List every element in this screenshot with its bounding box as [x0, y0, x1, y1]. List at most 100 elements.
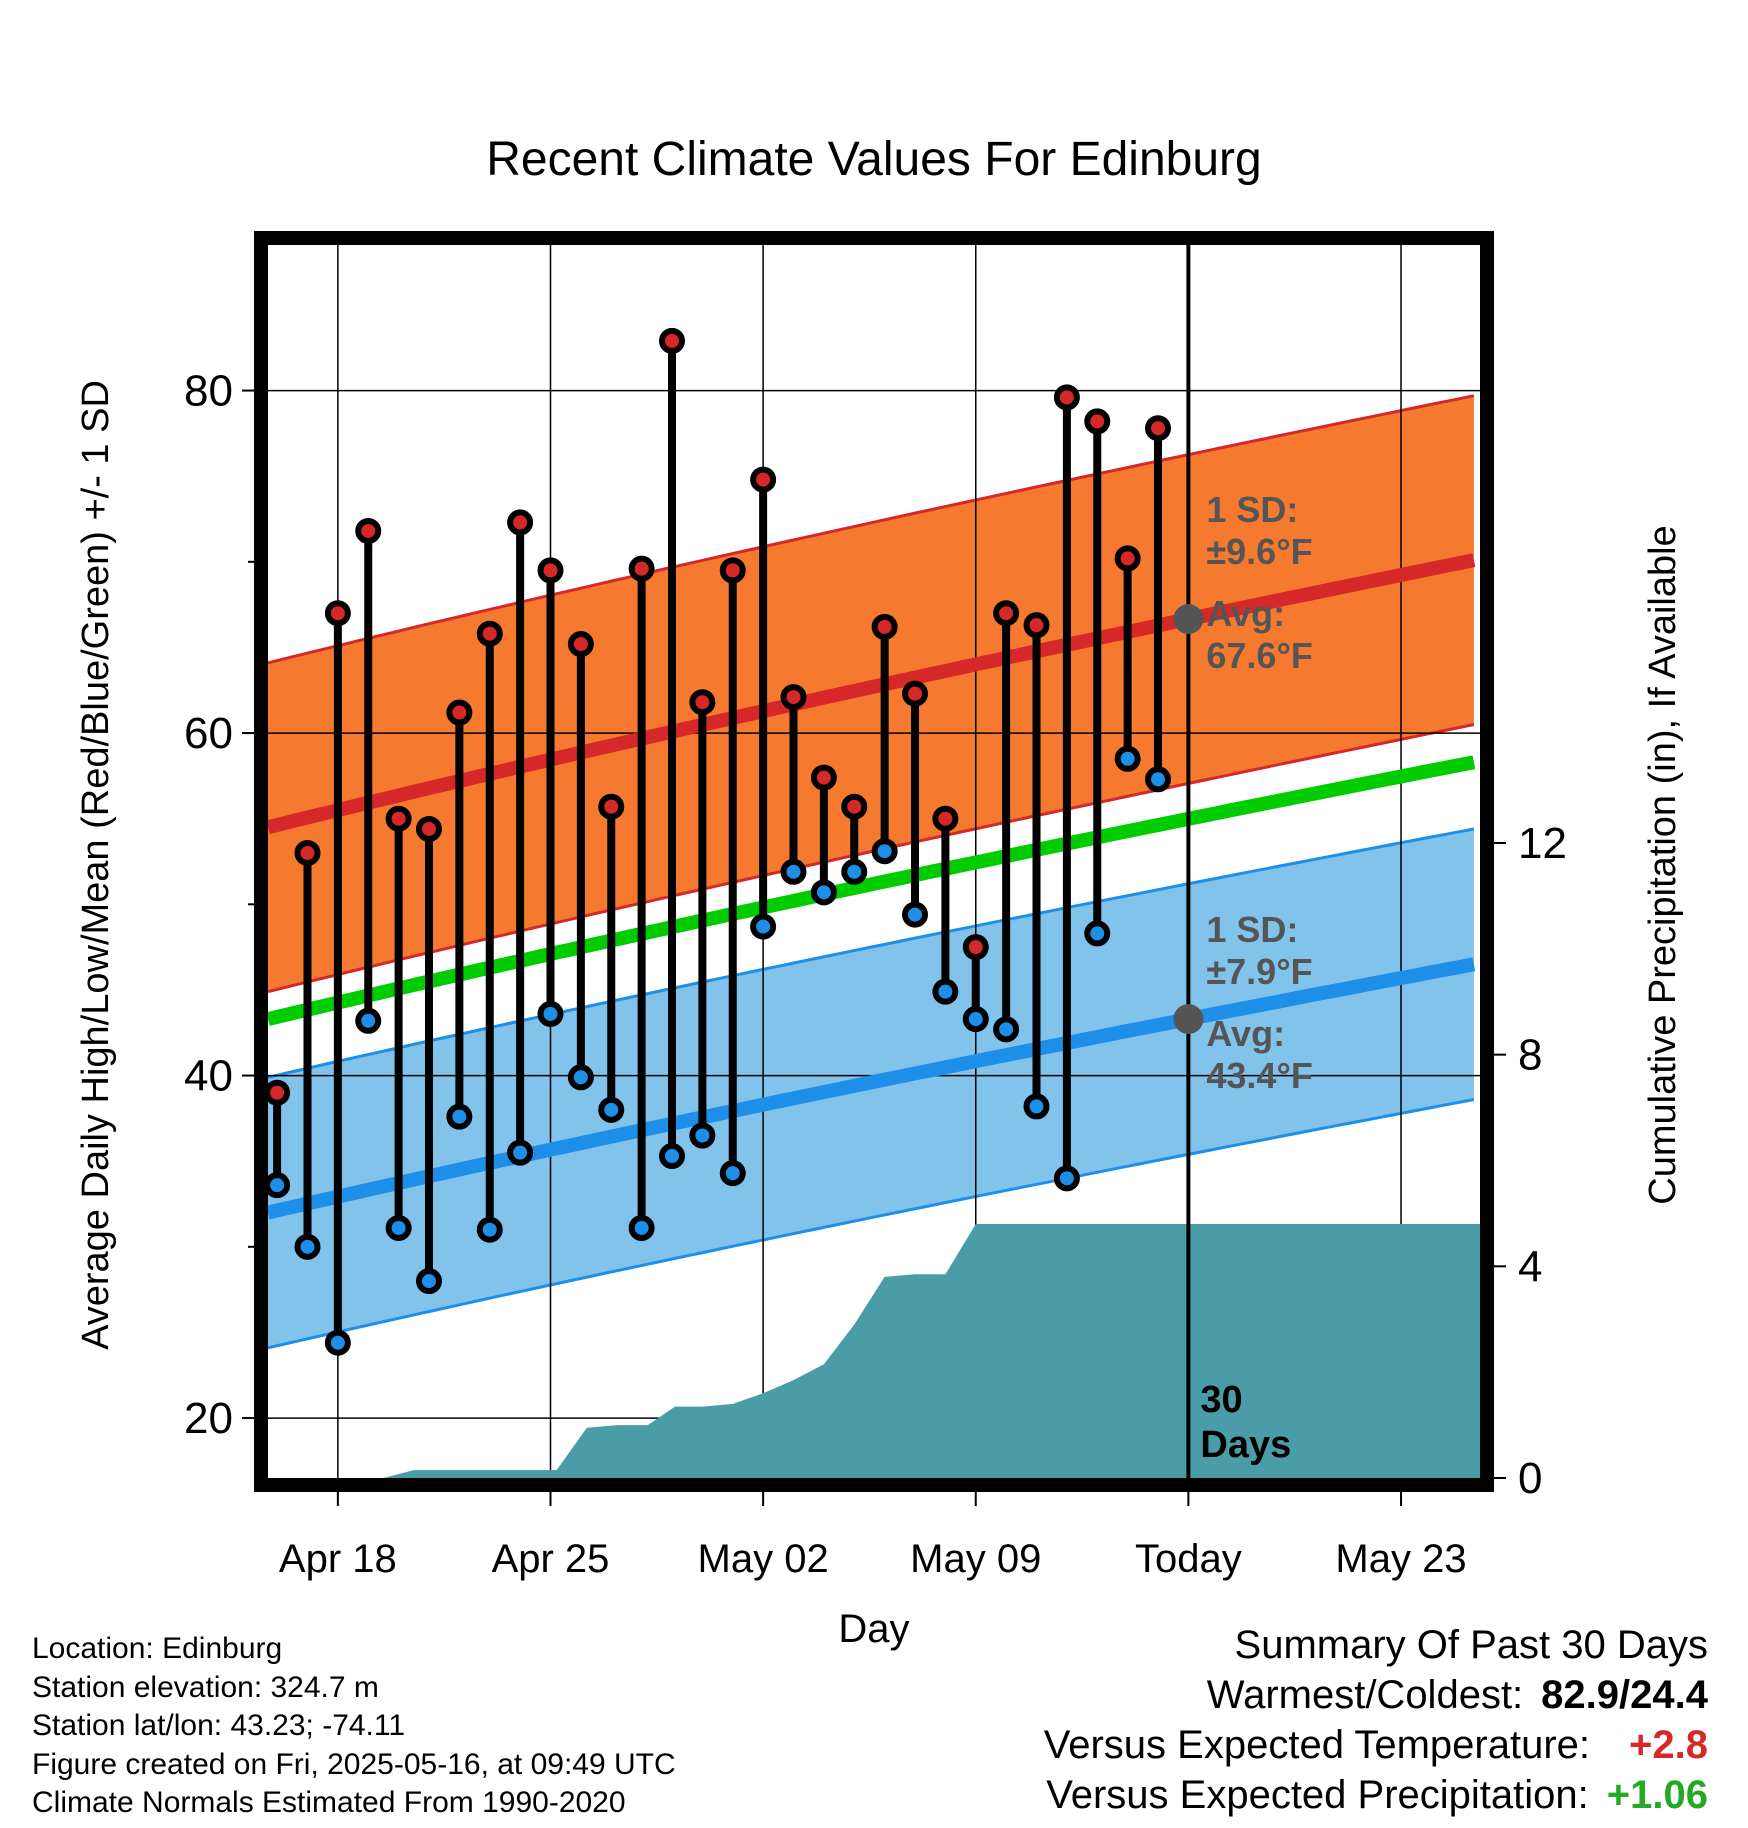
high-temp-point: [1114, 545, 1141, 572]
low-temp-point: [1053, 1165, 1080, 1192]
low-sd-upper-edge: [267, 827, 1475, 1079]
precip-label: Versus Expected Precipitation:: [1046, 1773, 1589, 1817]
x-tick-label: Apr 18: [279, 1537, 397, 1581]
low-temp-point: [628, 1214, 655, 1241]
low-temp-point: [719, 1160, 746, 1187]
high-temp-point: [355, 517, 382, 544]
y2-tick-label: 8: [1518, 1031, 1542, 1080]
high-sd-lower-edge: [267, 723, 1475, 994]
normals-text: Climate Normals Estimated From 1990-2020: [32, 1786, 626, 1819]
low-temp-point: [1023, 1093, 1050, 1120]
low-temp-point: [689, 1122, 716, 1149]
plot-frame: [254, 231, 1494, 1492]
normal-high-line: [266, 553, 1476, 835]
low-temp-point: [902, 901, 929, 928]
temp-label: Versus Expected Temperature:: [1043, 1723, 1590, 1767]
low-sd-value: ±7.9°F: [1206, 951, 1312, 992]
high-temp-point: [993, 600, 1020, 627]
high-temp-point: [1023, 612, 1050, 639]
low-temp-point: [385, 1214, 412, 1241]
low-temp-point: [567, 1064, 594, 1091]
low-temp-point: [962, 1006, 989, 1033]
summary-title: Summary Of Past 30 Days: [1234, 1623, 1708, 1667]
x-tick-label: May 09: [910, 1537, 1041, 1581]
normal-mean-line: [266, 755, 1476, 1026]
high-temp-point: [962, 934, 989, 961]
low-temp-point: [294, 1233, 321, 1260]
y-tick-label: 20: [184, 1394, 233, 1443]
low-temp-point: [507, 1139, 534, 1166]
low-sd-label: 1 SD:: [1206, 909, 1298, 950]
low-temp-point: [659, 1143, 685, 1170]
low-temp-point: [1114, 745, 1141, 772]
low-temp-point: [750, 913, 777, 940]
y-tick-label: 40: [184, 1052, 233, 1101]
high-sd-upper-edge: [267, 394, 1475, 665]
high-temp-point: [385, 805, 412, 832]
high-temp-point: [507, 509, 534, 536]
high-temp-point: [780, 684, 807, 711]
low-temp-point: [355, 1007, 382, 1034]
high-avg-value: 67.6°F: [1206, 635, 1312, 676]
station-info: Location: Edinburg Station elevation: 32…: [32, 1630, 676, 1823]
high-temp-point: [567, 631, 594, 658]
y2-tick-label: 0: [1518, 1454, 1542, 1503]
low-temp-point: [841, 858, 868, 885]
low-temp-point: [446, 1103, 473, 1130]
low-temp-point: [537, 1000, 564, 1027]
chart-title: Recent Climate Values For Edinburg: [486, 133, 1261, 186]
high-temp-point: [689, 689, 716, 716]
temp-value: +2.8: [1629, 1723, 1708, 1767]
low-avg-value: 43.4°F: [1206, 1055, 1312, 1096]
normal-low-line: [266, 957, 1476, 1220]
precip-value: +1.06: [1606, 1773, 1708, 1817]
high-avg-label: Avg:: [1206, 593, 1285, 634]
low-temp-point: [1145, 766, 1172, 793]
high-temp-point: [324, 600, 351, 627]
temp-row: Versus Expected Temperature: +2.8: [1044, 1720, 1708, 1770]
high-sd-label: 1 SD:: [1206, 489, 1298, 530]
y2-tick-label: 12: [1518, 819, 1567, 868]
high-temp-point: [1053, 384, 1080, 411]
y-axis-label: Average Daily High/Low/Mean (Red/Blue/Gr…: [75, 380, 117, 1350]
low-temp-point: [1084, 920, 1111, 947]
x-tick-label: Apr 25: [492, 1537, 610, 1581]
warm-cold-value: 82.9/24.4: [1541, 1673, 1708, 1717]
high-temp-point: [628, 555, 655, 582]
elevation-text: Station elevation: 324.7 m: [32, 1670, 379, 1704]
today-high-marker: [1173, 604, 1204, 635]
low-temp-point: [810, 879, 837, 906]
x-axis-label: Day: [838, 1607, 909, 1651]
low-avg-label: Avg:: [1206, 1013, 1285, 1054]
high-temp-point: [537, 557, 564, 584]
created-text: Figure created on Fri, 2025-05-16, at 09…: [32, 1747, 676, 1781]
y-tick-label: 80: [184, 367, 233, 416]
low-temp-point: [993, 1016, 1020, 1043]
low-temp-point: [598, 1096, 625, 1123]
high-temp-point: [841, 793, 868, 820]
today-low-marker: [1173, 1004, 1204, 1035]
low-temp-point: [932, 978, 959, 1005]
low-temp-point: [415, 1268, 442, 1295]
today-days-label: 30: [1200, 1379, 1242, 1421]
high-temp-point: [659, 327, 685, 354]
low-temp-point: [871, 838, 898, 865]
low-temp-point: [264, 1172, 291, 1199]
warm-cold-row: Warmest/Coldest: 82.9/24.4: [1044, 1670, 1708, 1720]
high-temp-point: [264, 1079, 291, 1106]
high-temp-point: [476, 620, 503, 647]
high-temp-point: [750, 466, 777, 493]
low-temp-point: [780, 858, 807, 885]
high-sd-value: ±9.6°F: [1206, 531, 1312, 572]
high-temp-point: [415, 815, 442, 842]
y-tick-label: 60: [184, 709, 233, 758]
warm-cold-label: Warmest/Coldest:: [1206, 1673, 1524, 1717]
x-tick-label: May 23: [1335, 1537, 1466, 1581]
x-tick-label: May 02: [698, 1537, 829, 1581]
high-temp-point: [932, 805, 959, 832]
x-tick-label: Today: [1135, 1537, 1242, 1581]
high-temp-point: [598, 793, 625, 820]
high-temp-point: [810, 764, 837, 791]
low-sd-lower-edge: [267, 1098, 1475, 1350]
